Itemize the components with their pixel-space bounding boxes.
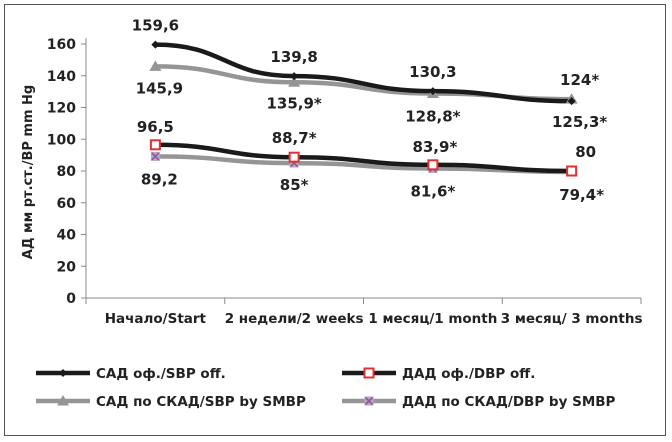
data-label: 96,5 bbox=[137, 118, 174, 136]
legend-label: САД по СКАД/SBP by SMBP bbox=[96, 394, 306, 410]
data-label: 79,4* bbox=[559, 186, 604, 204]
triangle-marker-shape bbox=[149, 60, 162, 71]
chart-frame bbox=[4, 4, 666, 436]
data-point-sbp-smbp bbox=[288, 76, 301, 87]
legend-marker bbox=[363, 367, 375, 379]
legend-marker bbox=[59, 369, 67, 377]
legend-label: ДАД оф./DBP off. bbox=[402, 366, 535, 382]
y-axis-label: АД мм рт.ст./BP mm Hg bbox=[21, 85, 36, 259]
data-point-sbp-office bbox=[290, 72, 299, 81]
legend-item-sbp-office: САД оф./SBP off. bbox=[36, 366, 226, 382]
legend-marker bbox=[364, 396, 374, 406]
data-label: 80 bbox=[575, 143, 596, 161]
data-point-dbp-office bbox=[288, 151, 300, 163]
square-marker-shape bbox=[427, 159, 439, 171]
x-tick-label: 2 недели/2 weeks bbox=[225, 311, 364, 327]
data-point-dbp-smbp bbox=[150, 151, 160, 161]
square-marker-shape bbox=[363, 367, 375, 379]
diamond-marker-shape bbox=[151, 40, 160, 49]
series-line-sbp-office bbox=[153, 42, 574, 104]
diamond-marker-shape bbox=[567, 97, 576, 106]
triangle-marker-shape bbox=[57, 395, 69, 406]
x-marker-cross bbox=[151, 152, 160, 161]
x-tick-label: Начало/Start bbox=[105, 311, 207, 327]
triangle-marker-shape bbox=[288, 76, 301, 87]
y-tick-label: 100 bbox=[47, 132, 76, 148]
diamond-marker-shape bbox=[59, 369, 67, 377]
y-tick-label: 140 bbox=[47, 69, 76, 85]
x-tick-label: 1 месяц/1 month bbox=[368, 311, 497, 327]
legend-label: ДАД по СКАД/DBP by SMBP bbox=[402, 394, 616, 410]
data-label: 159,6 bbox=[132, 17, 179, 35]
x-marker-cross bbox=[364, 396, 374, 406]
data-label: 125,3* bbox=[552, 113, 607, 131]
data-point-sbp-smbp bbox=[149, 60, 162, 71]
y-tick-label: 80 bbox=[57, 164, 77, 180]
data-label: 81,6* bbox=[410, 182, 455, 200]
diamond-marker-shape bbox=[428, 87, 437, 96]
data-point-sbp-office bbox=[428, 87, 437, 96]
data-label: 124* bbox=[560, 71, 599, 89]
data-point-dbp-office bbox=[149, 139, 161, 151]
data-label: 145,9 bbox=[136, 79, 183, 97]
series-line-dbp-smbp bbox=[153, 154, 574, 175]
legend-item-dbp-office: ДАД оф./DBP off. bbox=[342, 366, 535, 382]
data-point-dbp-office bbox=[566, 165, 578, 177]
y-tick-label: 160 bbox=[47, 37, 76, 53]
data-label: 88,7* bbox=[272, 129, 317, 147]
data-label: 89,2 bbox=[141, 170, 178, 188]
data-point-sbp-office bbox=[567, 97, 576, 106]
y-tick-label: 20 bbox=[57, 259, 77, 275]
legend-item-dbp-smbp: ДАД по СКАД/DBP by SMBP bbox=[342, 394, 616, 410]
data-label: 85* bbox=[280, 176, 309, 194]
series-line-dbp-office bbox=[153, 142, 574, 174]
square-marker-shape bbox=[288, 151, 300, 163]
y-tick-label: 60 bbox=[57, 196, 77, 212]
legend-marker bbox=[57, 395, 69, 406]
data-point-dbp-office bbox=[427, 159, 439, 171]
data-label: 135,9* bbox=[266, 94, 321, 112]
legend-item-sbp-smbp: САД по СКАД/SBP by SMBP bbox=[36, 394, 306, 410]
data-point-sbp-office bbox=[151, 40, 160, 49]
data-label: 128,8* bbox=[405, 108, 460, 126]
data-label: 83,9* bbox=[412, 138, 457, 156]
x-tick-label: 3 месяц/ 3 months bbox=[501, 311, 643, 327]
legend-label: САД оф./SBP off. bbox=[96, 366, 226, 382]
y-tick-label: 120 bbox=[47, 101, 76, 117]
y-tick-label: 0 bbox=[66, 291, 76, 307]
square-marker-shape bbox=[566, 165, 578, 177]
data-label: 139,8 bbox=[270, 48, 317, 66]
diamond-marker-shape bbox=[290, 72, 299, 81]
square-marker-shape bbox=[149, 139, 161, 151]
y-tick-label: 40 bbox=[57, 228, 77, 244]
data-label: 130,3 bbox=[409, 63, 456, 81]
